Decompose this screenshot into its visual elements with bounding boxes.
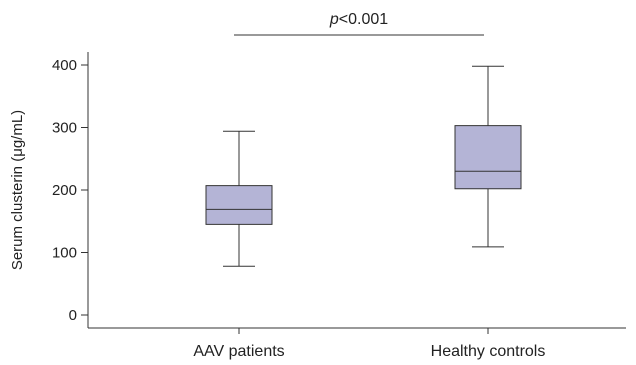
x-axis: AAV patients Healthy controls [88,327,626,360]
y-tick-label: 200 [52,182,77,199]
iqr-box [454,125,522,190]
y-axis: 0 100 200 300 400 [52,52,89,328]
x-category-label: Healthy controls [431,343,546,360]
y-tick-label: 400 [52,57,77,74]
iqr-box [205,185,273,225]
box-aav-patients [205,130,273,267]
p-symbol: p [329,11,339,28]
p-value-annotation: p<0.001 [329,11,388,28]
x-category-label: AAV patients [193,343,284,360]
y-tick-label: 300 [52,120,77,137]
box-healthy-controls [454,65,522,248]
y-tick-label: 100 [52,245,77,262]
y-tick-label: 0 [69,307,77,324]
p-value: <0.001 [339,11,388,28]
box-series [205,65,522,267]
y-axis-title: Serum clusterin (μg/mL) [9,110,26,270]
